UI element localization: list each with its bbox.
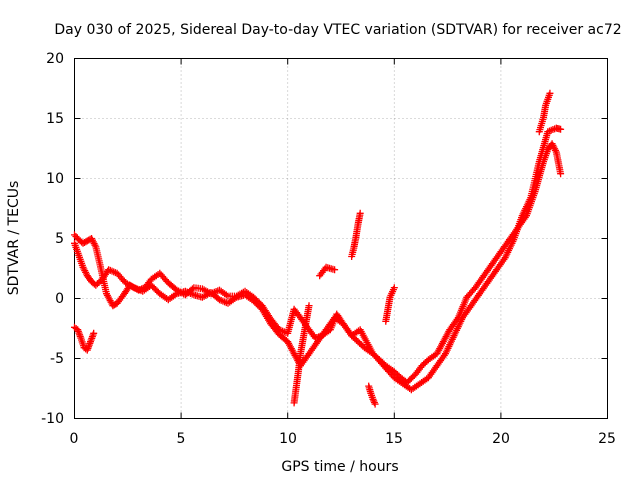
y-tick-label-neg5: -5 [50, 351, 64, 367]
data-point-936 [546, 89, 554, 97]
data-point-913 [369, 395, 377, 403]
data-point-225 [354, 338, 362, 346]
data-point-268 [421, 359, 429, 367]
chart-title: Day 030 of 2025, Sidereal Day-to-day VTE… [54, 22, 621, 38]
axis-ticks [74, 58, 608, 419]
data-point-806 [557, 125, 565, 133]
data-point-227 [357, 341, 365, 349]
y-axis-label: SDTVAR / TECUs [6, 181, 22, 296]
y-tick-label-0: 0 [55, 291, 64, 307]
x-axis-label: GPS time / hours [281, 459, 398, 475]
data-point-905 [356, 209, 364, 217]
data-point-831 [90, 329, 98, 337]
data-point-965 [390, 284, 398, 292]
x-tick-label-10: 10 [279, 431, 297, 447]
x-tick-label-0: 0 [70, 431, 79, 447]
data-point-914 [370, 397, 378, 405]
y-tick-label-20: 20 [46, 51, 64, 67]
x-tick-label-15: 15 [385, 431, 403, 447]
y-tick-label-5: 5 [55, 231, 64, 247]
data-point-266 [418, 362, 426, 370]
data-point-226 [356, 339, 364, 347]
data-marks [71, 89, 565, 408]
data-point-941 [321, 265, 329, 273]
x-tick-label-5: 5 [177, 431, 186, 447]
data-point-16 [91, 241, 99, 249]
plot-frame [74, 58, 608, 419]
data-point-434 [93, 280, 101, 288]
data-point-396 [551, 146, 559, 154]
data-point-881 [305, 302, 313, 310]
data-point-267 [420, 360, 428, 368]
data-point-947 [331, 266, 339, 274]
y-tick-label-neg10: -10 [41, 411, 64, 427]
y-tick-label-10: 10 [46, 171, 64, 187]
x-tick-label-25: 25 [598, 431, 616, 447]
data-point-224 [352, 336, 360, 344]
x-tick-label-20: 20 [492, 431, 510, 447]
data-point-408 [557, 170, 565, 178]
data-point-435 [95, 278, 103, 286]
grid-lines [74, 58, 608, 419]
y-tick-label-15: 15 [46, 111, 64, 127]
data-point-915 [370, 399, 378, 406]
data-point-433 [92, 281, 100, 289]
data-point-916 [371, 400, 379, 408]
